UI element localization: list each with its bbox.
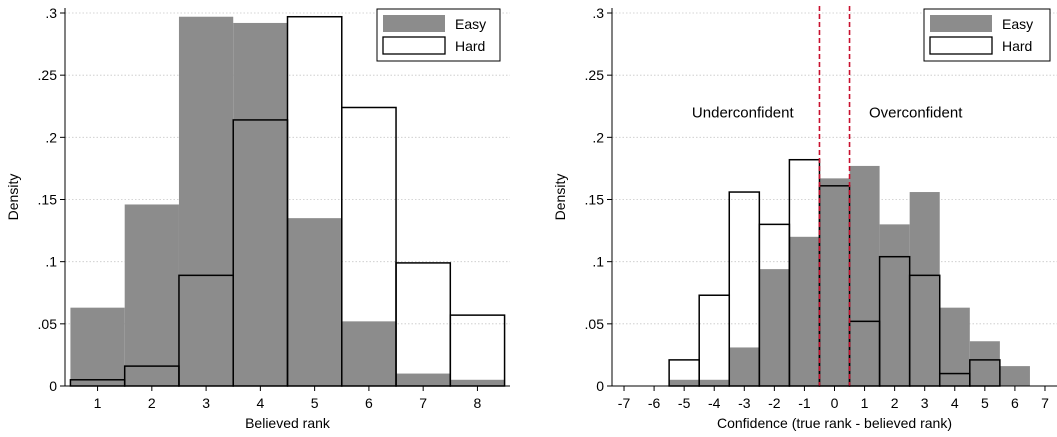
x-tick-label: 1 xyxy=(861,395,869,411)
legend-label-easy: Easy xyxy=(455,16,486,32)
y-tick-label: .15 xyxy=(38,192,58,208)
x-tick-label: 7 xyxy=(419,395,427,411)
annotation-label: Underconfident xyxy=(692,104,795,121)
chart-panel-2: 0 .05 .1 .15 .2 .25 .3 -7 -6 -5 -4 -3 -2 -1 0 1 2 3 4 5 6 7 Co… xyxy=(552,5,1057,431)
bar-easy xyxy=(819,178,850,386)
bar-easy xyxy=(759,269,790,386)
y-tick-label: .05 xyxy=(585,316,605,332)
x-tick-label: -4 xyxy=(708,395,721,411)
bar-easy xyxy=(70,307,125,386)
y-tick-label: 0 xyxy=(49,378,57,394)
x-tick-label: 2 xyxy=(148,395,156,411)
bar-easy xyxy=(287,218,342,386)
legend-swatch-easy xyxy=(930,15,992,32)
bar-easy xyxy=(450,379,505,386)
y-tick-label: 0 xyxy=(596,378,604,394)
legend-swatch-hard xyxy=(929,36,993,55)
x-tick-label: -5 xyxy=(678,395,691,411)
legend-label-hard: Hard xyxy=(1002,38,1032,54)
legend-label-hard: Hard xyxy=(455,38,485,54)
bar-easy xyxy=(396,373,451,386)
x-axis-label: Believed rank xyxy=(245,415,331,431)
chart-panel-1: 0 .05 .1 .15 .2 .25 .3 1 2 3 4 5 6 7 8 Believed rank Den… xyxy=(5,5,510,431)
bar-easy xyxy=(124,204,179,386)
x-tick-label: -6 xyxy=(648,395,661,411)
legend-label-easy: Easy xyxy=(1002,16,1033,32)
x-tick-label: 6 xyxy=(365,395,373,411)
x-tick-label: -1 xyxy=(798,395,811,411)
bar-easy xyxy=(699,379,730,386)
legend: Easy Hard xyxy=(376,8,501,62)
bar-hard xyxy=(395,262,452,387)
x-tick-label: 1 xyxy=(94,395,102,411)
y-tick-label: .1 xyxy=(45,254,57,270)
bar-easy xyxy=(999,366,1030,386)
x-tick-label: 5 xyxy=(981,395,989,411)
y-tick-label: .25 xyxy=(38,67,58,83)
x-tick-label: 6 xyxy=(1011,395,1019,411)
y-axis-label: Density xyxy=(5,174,21,221)
x-tick-label: 0 xyxy=(831,395,839,411)
bar-hard xyxy=(698,294,731,387)
legend-swatch-hard xyxy=(382,36,446,55)
bar-easy xyxy=(233,22,288,387)
legend: Easy Hard xyxy=(923,8,1051,62)
x-tick-label: 3 xyxy=(202,395,210,411)
bar-easy xyxy=(669,379,700,386)
x-tick-label: 8 xyxy=(474,395,482,411)
x-tick-label: 2 xyxy=(891,395,899,411)
x-tick-label: -2 xyxy=(768,395,781,411)
x-tick-label: 5 xyxy=(311,395,319,411)
x-tick-label: 7 xyxy=(1041,395,1049,411)
y-tick-label: .2 xyxy=(45,129,57,145)
y-tick-label: .05 xyxy=(38,316,58,332)
y-tick-label: .3 xyxy=(45,5,57,21)
y-axis-label: Density xyxy=(552,174,568,221)
annotation-label: Overconfident xyxy=(869,104,963,121)
bar-easy xyxy=(909,192,940,386)
bar-easy xyxy=(969,341,1000,386)
bar-hard xyxy=(449,314,506,387)
x-tick-label: 3 xyxy=(921,395,929,411)
y-tick-label: .25 xyxy=(585,67,605,83)
x-tick-label: 4 xyxy=(256,395,264,411)
bar-easy xyxy=(729,347,760,386)
y-tick-label: .2 xyxy=(592,129,604,145)
x-tick-label: -3 xyxy=(738,395,751,411)
y-tick-label: .3 xyxy=(592,5,604,21)
bar-easy xyxy=(341,321,397,386)
bar-easy xyxy=(789,236,820,386)
x-axis-label: Confidence (true rank - believed rank) xyxy=(717,415,952,431)
legend-swatch-easy xyxy=(383,15,445,32)
bar-easy xyxy=(879,224,910,386)
bar-easy xyxy=(178,16,234,386)
y-tick-label: .1 xyxy=(592,254,604,270)
x-tick-label: -7 xyxy=(618,395,631,411)
bar-easy xyxy=(849,165,880,386)
x-tick-label: 4 xyxy=(951,395,959,411)
y-tick-label: .15 xyxy=(585,192,605,208)
